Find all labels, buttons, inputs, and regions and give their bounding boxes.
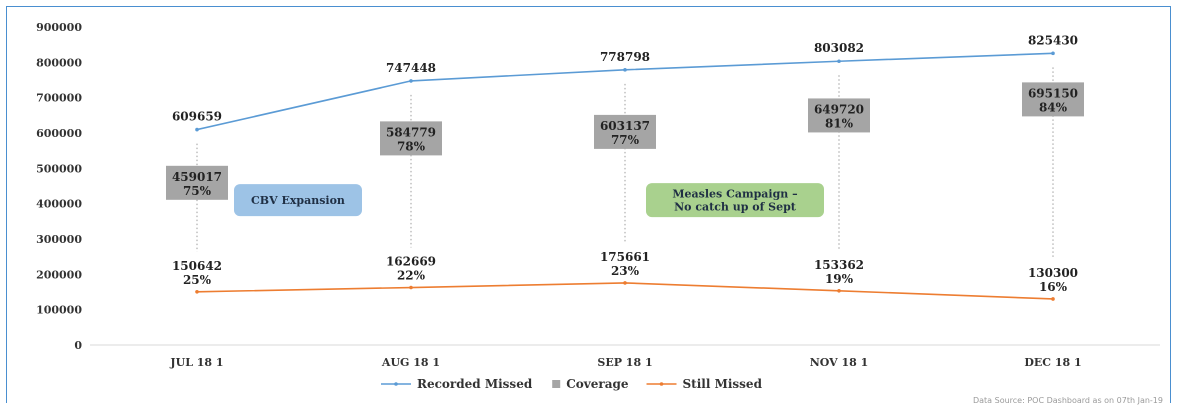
still-missed-percent: 25%	[183, 273, 212, 287]
coverage-box	[380, 121, 442, 156]
x-tick-label: DEC 18 1	[1024, 356, 1081, 369]
still-missed-point	[195, 289, 199, 294]
annotation-text: No catch up of Sept	[674, 201, 797, 214]
recorded-missed-label: 609659	[172, 110, 222, 124]
annotation-box	[234, 184, 362, 217]
still-missed-point	[837, 289, 841, 293]
x-tick-label: JUL 18 1	[169, 356, 223, 369]
coverage-value: 695150	[1028, 86, 1078, 100]
coverage-percent: 77%	[611, 133, 640, 147]
chart-frame	[6, 6, 1171, 403]
coverage-value: 459017	[172, 170, 222, 184]
recorded-missed-point	[623, 68, 627, 72]
still-missed-label: 175661	[600, 250, 650, 264]
still-missed-percent: 23%	[611, 264, 640, 278]
x-tick-label: AUG 18 1	[381, 356, 440, 369]
coverage-value: 603137	[600, 119, 650, 133]
y-tick-label: 400000	[36, 198, 82, 211]
still-missed-label: 162669	[386, 255, 436, 269]
y-tick-label: 200000	[36, 268, 82, 281]
recorded-missed-point	[409, 79, 413, 83]
y-axis: 0 100000 200000 300000 400000 500000 600000 700…	[36, 21, 82, 352]
recorded-missed-label: 778798	[600, 50, 650, 64]
legend-label: Coverage	[566, 377, 629, 391]
x-tick-label: SEP 18 1	[597, 356, 652, 369]
annotation-text: Measles Campaign –	[672, 188, 797, 201]
annotation-box	[646, 183, 824, 218]
data-source-note: Data Source: POC Dashboard as on 07th Ja…	[973, 396, 1163, 405]
still-missed-line	[196, 282, 1054, 300]
x-tick-label: NOV 18 1	[810, 356, 869, 369]
still-missed-percent: 19%	[825, 272, 854, 286]
coverage-percent: 75%	[183, 184, 212, 198]
still-missed-label: 153362	[814, 258, 864, 272]
still-missed-label: 130300	[1028, 266, 1078, 280]
annotations: CBV Expansion Measles Campaign –No catch …	[234, 183, 824, 218]
y-tick-label: 700000	[36, 92, 82, 105]
x-axis-labels: JUL 18 1 AUG 18 1 SEP 18 1 NOV 18 1 DEC 18 1	[169, 356, 1081, 369]
still-missed-label: 150642	[172, 259, 222, 273]
y-tick-label: 100000	[36, 304, 82, 317]
legend-label: Recorded Missed	[417, 377, 533, 391]
coverage-value: 584779	[386, 125, 436, 139]
y-tick-label: 600000	[36, 127, 82, 140]
y-tick-label: 0	[74, 339, 82, 352]
recorded-missed-label: 825430	[1028, 33, 1078, 47]
coverage-box	[594, 114, 656, 149]
recorded-missed-point	[1051, 51, 1055, 56]
legend: Recorded Missed Coverage Still Missed	[381, 377, 763, 391]
drop-lines	[196, 67, 1054, 259]
annotation-text: CBV Expansion	[251, 194, 345, 207]
y-tick-label: 900000	[36, 21, 82, 34]
y-tick-label: 500000	[36, 162, 82, 175]
still-missed-point	[623, 281, 627, 285]
recorded-missed-point	[195, 127, 199, 132]
still-missed-point	[1051, 297, 1055, 301]
still-missed-percent: 22%	[397, 269, 426, 283]
coverage-percent: 84%	[1039, 100, 1068, 114]
still-missed-point	[409, 285, 413, 290]
legend-swatch	[552, 380, 561, 388]
coverage-percent: 78%	[397, 139, 426, 153]
coverage-box	[1022, 82, 1084, 117]
recorded-missed-label: 747448	[386, 61, 436, 75]
legend-label: Still Missed	[683, 377, 763, 391]
recorded-missed-point	[837, 59, 841, 64]
y-tick-label: 800000	[36, 56, 82, 69]
coverage-value: 649720	[814, 102, 864, 116]
y-tick-label: 300000	[36, 233, 82, 246]
legend-marker	[394, 382, 398, 386]
coverage-percent: 81%	[825, 116, 854, 130]
coverage-box	[166, 165, 228, 200]
legend-marker	[659, 382, 664, 386]
still-missed-percent: 16%	[1039, 280, 1068, 294]
recorded-missed-label: 803082	[814, 41, 864, 55]
coverage-box	[808, 98, 870, 133]
